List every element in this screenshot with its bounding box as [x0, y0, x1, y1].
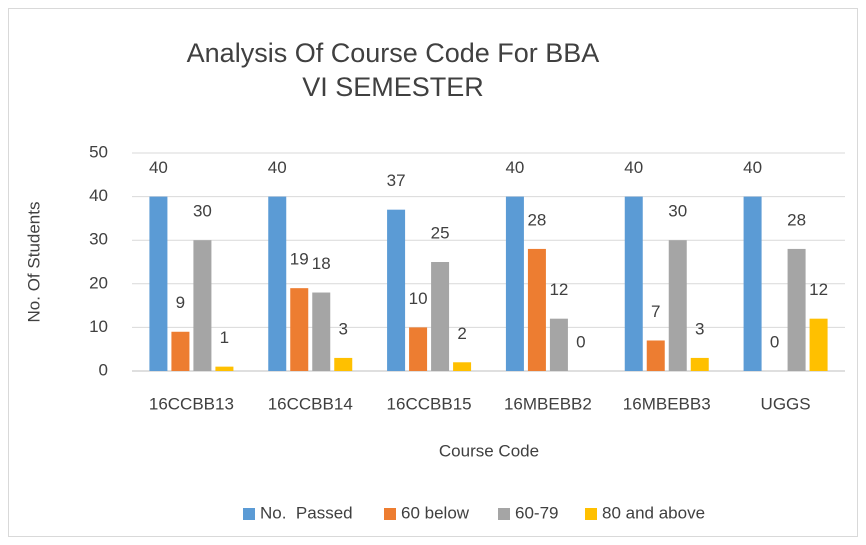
x-tick-label: 16CCBB13 [149, 394, 234, 413]
y-tick-label: 30 [89, 230, 108, 249]
legend-swatch [498, 508, 510, 520]
data-label: 19 [290, 250, 309, 269]
y-tick-label: 50 [89, 142, 108, 161]
bar [527, 248, 546, 371]
legend-swatch [243, 508, 255, 520]
bar [171, 331, 190, 371]
data-label: 30 [668, 202, 687, 221]
bar [312, 292, 331, 371]
bar [549, 318, 568, 371]
legend-swatch [585, 508, 597, 520]
data-label: 7 [651, 302, 660, 321]
x-axis-label: Course Code [439, 441, 539, 460]
bar [409, 327, 428, 371]
data-label: 12 [549, 280, 568, 299]
legend-label: No. Passed [260, 503, 353, 522]
data-label: 18 [312, 254, 331, 273]
data-label: 40 [624, 158, 643, 177]
bar [431, 262, 450, 371]
legend-swatch [384, 508, 396, 520]
data-label: 9 [176, 293, 185, 312]
legend-label: 60-79 [515, 503, 558, 522]
data-label: 37 [387, 171, 406, 190]
data-label: 28 [527, 210, 546, 229]
bar [646, 340, 665, 371]
y-tick-label: 20 [89, 273, 108, 292]
data-label: 2 [457, 324, 466, 343]
x-tick-label: 16MBEBB2 [504, 394, 592, 413]
y-tick-label: 40 [89, 186, 108, 205]
bar [334, 357, 353, 371]
data-label: 3 [695, 319, 704, 338]
y-tick-label: 0 [99, 360, 108, 379]
x-tick-label: 16CCBB15 [387, 394, 472, 413]
data-label: 40 [268, 158, 287, 177]
x-tick-label: 16CCBB14 [268, 394, 353, 413]
x-tick-label: UGGS [761, 394, 811, 413]
data-label: 10 [409, 289, 428, 308]
bar [809, 318, 828, 371]
data-label: 28 [787, 210, 806, 229]
bar [668, 240, 687, 371]
bar [149, 196, 168, 371]
legend-label: 80 and above [602, 503, 705, 522]
y-axis-label: No. Of Students [24, 202, 43, 323]
bar [268, 196, 287, 371]
chart-title: Analysis Of Course Code For BBA VI SEMES… [186, 38, 600, 102]
bar [624, 196, 643, 371]
data-label: 0 [576, 332, 585, 351]
bar [193, 240, 212, 371]
bar [215, 366, 234, 371]
data-label: 12 [809, 280, 828, 299]
bar [743, 196, 762, 371]
legend-label: 60 below [401, 503, 470, 522]
data-label: 40 [149, 158, 168, 177]
data-label: 40 [743, 158, 762, 177]
bar [290, 288, 309, 371]
bar [453, 362, 472, 371]
bar [787, 248, 806, 371]
bar [387, 209, 406, 371]
data-label: 0 [770, 332, 779, 351]
bar [505, 196, 524, 371]
bar [690, 357, 709, 371]
y-tick-label: 10 [89, 317, 108, 336]
x-tick-label: 16MBEBB3 [623, 394, 711, 413]
data-label: 1 [220, 328, 229, 347]
data-label: 40 [505, 158, 524, 177]
data-label: 25 [431, 223, 450, 242]
data-label: 3 [339, 319, 348, 338]
data-label: 30 [193, 202, 212, 221]
